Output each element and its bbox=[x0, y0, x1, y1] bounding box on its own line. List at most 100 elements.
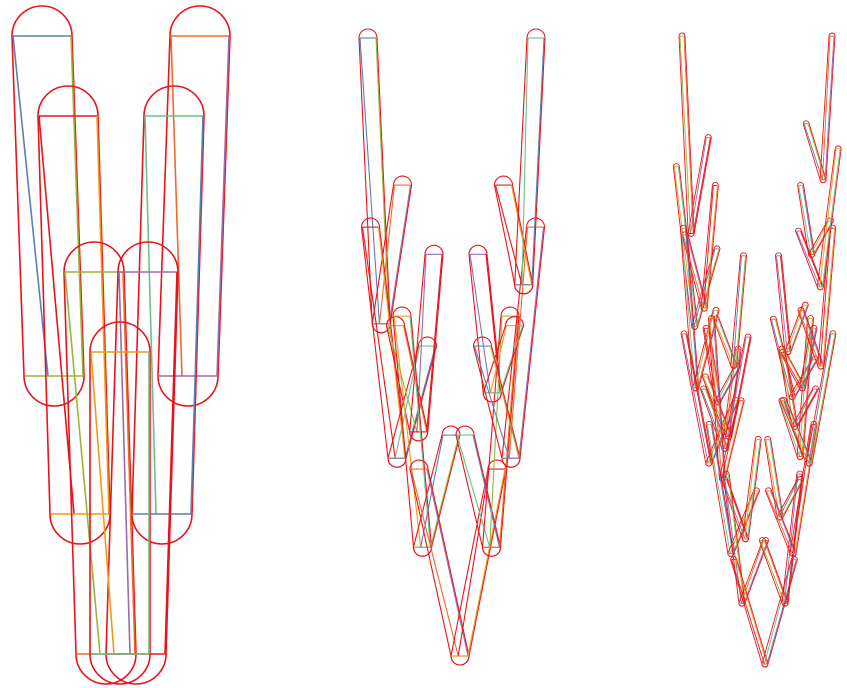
capsule-side-line bbox=[770, 490, 796, 554]
capsule-side-line bbox=[216, 35, 230, 377]
capsule-side-line bbox=[510, 184, 533, 285]
capsule-side-line bbox=[684, 228, 699, 388]
capsule-diag-line bbox=[727, 336, 747, 437]
capsule-side-line bbox=[746, 439, 761, 539]
capsule-diag-line bbox=[763, 559, 793, 665]
capsule-outline bbox=[514, 28, 546, 295]
capsule-side-line bbox=[732, 490, 759, 554]
capsule-side-line bbox=[122, 271, 136, 655]
panel-depth-1 bbox=[11, 5, 231, 685]
capsule-diag-line bbox=[713, 318, 734, 366]
capsule-diag-line bbox=[680, 228, 696, 388]
capsule-side-line bbox=[784, 352, 805, 389]
capsule-diag-line bbox=[386, 325, 418, 433]
capsule-side-line bbox=[719, 365, 740, 402]
capsule-side-line bbox=[518, 227, 545, 459]
capsule-diag-line bbox=[701, 388, 725, 449]
capsule-side-line bbox=[683, 35, 694, 234]
capsule-side-line bbox=[802, 185, 814, 255]
capsule-side-line bbox=[727, 473, 745, 604]
capsule-outline bbox=[816, 145, 842, 291]
capsule-side-line bbox=[802, 310, 824, 367]
capsule-diag-line bbox=[90, 351, 115, 655]
capsule-diag-line bbox=[38, 115, 75, 515]
capsule-diag-line bbox=[784, 473, 799, 604]
capsule-diag-line bbox=[508, 227, 529, 459]
capsule-diag-line bbox=[781, 400, 810, 464]
capsule-side-line bbox=[426, 254, 443, 432]
capsule-diag-line bbox=[144, 115, 157, 515]
capsule-side-line bbox=[429, 434, 460, 548]
capsule-diag-line bbox=[716, 365, 736, 402]
capsule-diag-line bbox=[170, 35, 183, 377]
capsule-diag-line bbox=[819, 148, 837, 287]
capsule-side-line bbox=[710, 424, 734, 554]
capsule-diag-line bbox=[679, 35, 692, 234]
capsule-diag-line bbox=[798, 310, 821, 367]
capsule-side-line bbox=[96, 115, 110, 515]
capsule-outline bbox=[409, 244, 444, 442]
capsule-side-line bbox=[785, 400, 812, 464]
capsule-diag-line bbox=[393, 316, 422, 548]
capsule-side-line bbox=[472, 434, 501, 548]
capsule-side-line bbox=[190, 115, 204, 515]
capsule-outline bbox=[687, 134, 712, 237]
capsule-side-line bbox=[824, 35, 835, 180]
capsule-side-line bbox=[717, 318, 737, 366]
capsule-diag-line bbox=[118, 271, 131, 655]
capsule-diag-line bbox=[803, 123, 823, 180]
capsule-diag-line bbox=[732, 255, 742, 366]
capsule-diag-line bbox=[822, 35, 831, 180]
capsule-side-line bbox=[763, 540, 788, 604]
capsule-outline bbox=[795, 227, 824, 291]
capsule-outline bbox=[691, 245, 721, 330]
capsule-outline bbox=[482, 316, 525, 403]
capsule-diag-line bbox=[808, 333, 832, 464]
capsule-diag-line bbox=[456, 434, 491, 548]
capsule-diag-line bbox=[721, 400, 740, 479]
capsule-diag-line bbox=[473, 345, 510, 459]
capsule-side-line bbox=[821, 148, 841, 287]
capsule-side-line bbox=[793, 358, 818, 397]
capsule-diag-line bbox=[494, 184, 523, 285]
capsule-outline bbox=[412, 425, 461, 557]
capsule-outline bbox=[730, 252, 747, 369]
capsule-side-line bbox=[705, 185, 718, 309]
capsule-side-line bbox=[409, 316, 432, 548]
capsule-diag-line bbox=[786, 304, 804, 352]
capsule-outline bbox=[789, 420, 818, 557]
capsule-outline bbox=[409, 459, 470, 666]
capsule-diag-line bbox=[776, 255, 788, 352]
capsule-outline bbox=[805, 330, 837, 467]
capsule-side-line bbox=[70, 35, 84, 377]
capsule-side-line bbox=[713, 318, 725, 479]
capsule-outline bbox=[37, 85, 111, 545]
capsule-side-line bbox=[796, 388, 818, 427]
capsule-diag-line bbox=[521, 37, 529, 285]
capsule-side-line bbox=[735, 559, 768, 665]
capsule-outline bbox=[450, 459, 507, 666]
capsule-diag-line bbox=[709, 318, 723, 479]
capsule-diag-line bbox=[12, 35, 49, 377]
capsule-diag-line bbox=[378, 185, 396, 324]
capsule-outline bbox=[481, 306, 520, 557]
capsule-side-line bbox=[388, 185, 412, 324]
capsule-diag-line bbox=[798, 185, 812, 255]
capsule-diag-line bbox=[359, 37, 380, 324]
capsule-side-line bbox=[531, 37, 545, 285]
capsule-side-line bbox=[686, 234, 707, 309]
capsule-side-line bbox=[685, 333, 712, 464]
capsule-outline bbox=[501, 217, 546, 468]
capsule-diag-line bbox=[457, 468, 490, 657]
capsule-side-line bbox=[489, 345, 520, 459]
capsule-side-line bbox=[723, 400, 744, 479]
capsule-outline bbox=[105, 241, 179, 685]
capsule-diag-line bbox=[779, 479, 799, 518]
capsule-diag-line bbox=[779, 400, 800, 457]
capsule-outline bbox=[781, 470, 804, 607]
capsule-outline bbox=[157, 5, 231, 407]
capsule-diag-line bbox=[744, 439, 757, 539]
capsule-side-line bbox=[467, 468, 506, 657]
